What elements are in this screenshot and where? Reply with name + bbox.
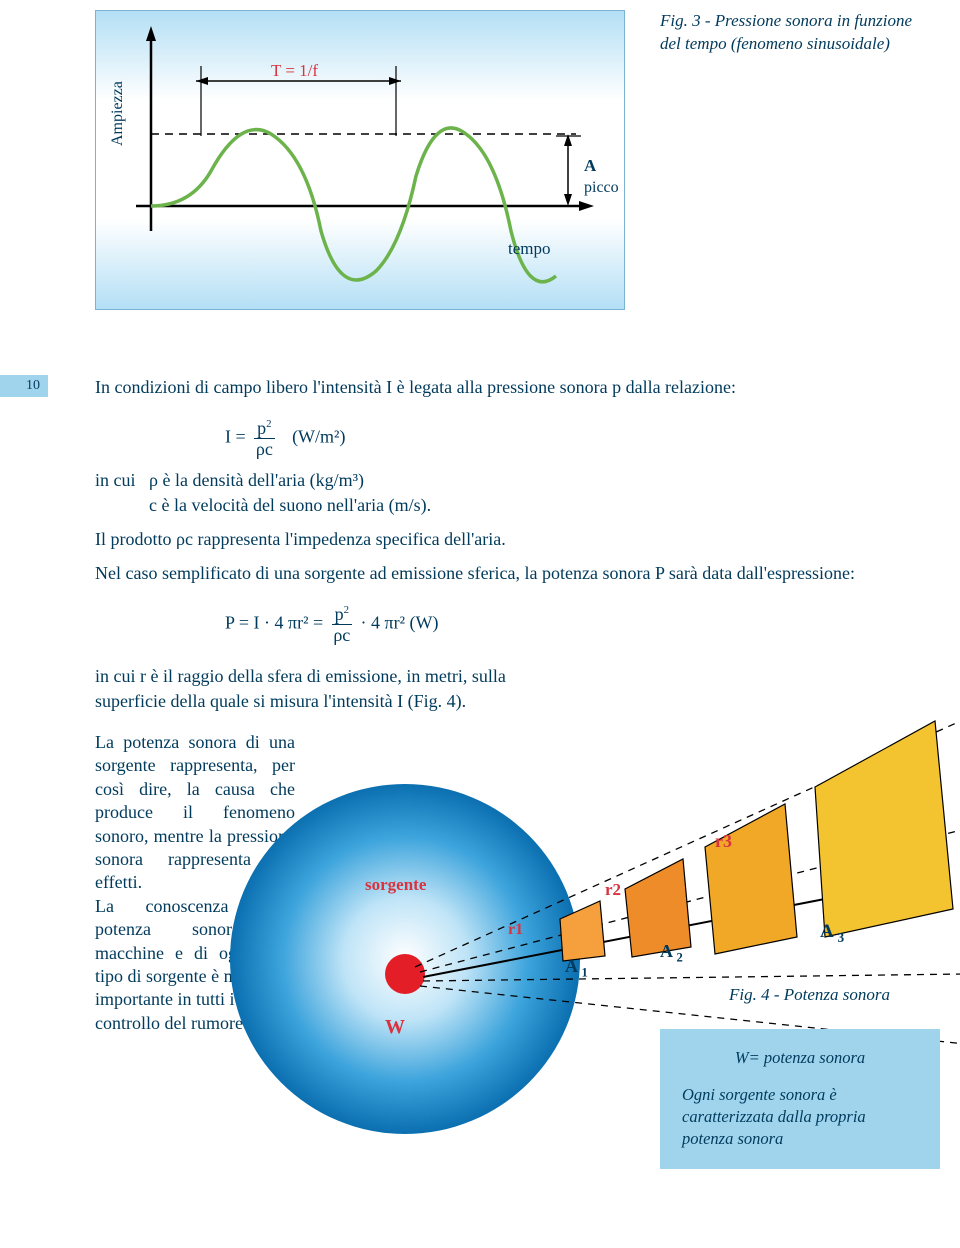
- fig3-svg: [96, 11, 626, 311]
- f1-unit: (W/m²): [292, 427, 345, 447]
- fig3-peak-A: A: [584, 156, 596, 176]
- fig4-A3: A 3: [820, 919, 844, 947]
- page-number: 10: [0, 375, 48, 397]
- info-box: W= potenza sonora Ogni sorgente sonora è…: [660, 1029, 940, 1168]
- f2-right: · 4 πr² (W): [361, 613, 439, 633]
- para-4: Nel caso semplificato di una sorgente ad…: [95, 561, 900, 585]
- p2c: c è la velocità del suono nell'aria (m/s…: [149, 495, 431, 515]
- f2-frac: p2 ρc: [332, 605, 352, 644]
- f1-left: I =: [225, 427, 246, 447]
- fig3-ylabel: Ampiezza: [109, 81, 127, 146]
- fig3-period-label: T = 1/f: [271, 61, 318, 81]
- fig3-xlabel: tempo: [508, 239, 551, 259]
- f1-frac: p2 ρc: [254, 419, 274, 458]
- formula-2: P = I · 4 πr² = p2 ρc · 4 πr² (W): [95, 595, 900, 654]
- fig4-A2: A 2: [660, 939, 683, 967]
- infobox-line1: W= potenza sonora: [682, 1047, 918, 1069]
- fig4-W: W: [385, 1014, 405, 1041]
- formula-1: I = p2 ρc (W/m²): [95, 409, 900, 468]
- para-2: in cui ρ è la densità dell'aria (kg/m³) …: [95, 468, 900, 517]
- p2a: in cui: [95, 470, 136, 490]
- para-1: In condizioni di campo libero l'intensit…: [95, 375, 900, 399]
- infobox-line2: Ogni sorgente sonora è caratterizzata da…: [682, 1084, 918, 1151]
- fig4-area: in cui r è il raggio della sfera di emis…: [95, 664, 900, 1035]
- fig4-source-label: sorgente: [365, 874, 426, 897]
- fig4-A1: A 1: [565, 954, 588, 982]
- fig3-caption: Fig. 3 - Pressione sonora in funzione de…: [625, 10, 930, 310]
- p2b: ρ è la densità dell'aria (kg/m³): [149, 470, 364, 490]
- para-3: Il prodotto ρc rappresenta l'impedenza s…: [95, 527, 900, 551]
- f1-den: ρc: [254, 439, 274, 458]
- fig4-r1: r1: [508, 919, 523, 941]
- f1-num: p: [257, 418, 266, 438]
- fig4-r3: r3: [715, 829, 732, 853]
- fig4-r2: r2: [605, 879, 621, 902]
- f2-left: P = I · 4 πr² =: [225, 613, 323, 633]
- f2-den: ρc: [332, 625, 352, 644]
- fig3-peak-text: picco: [584, 179, 619, 197]
- fig3-chart: Ampiezza T = 1/f A picco tempo: [95, 10, 625, 310]
- fig4-caption: Fig. 4 - Potenza sonora: [729, 984, 890, 1007]
- f2-num: p: [335, 604, 344, 624]
